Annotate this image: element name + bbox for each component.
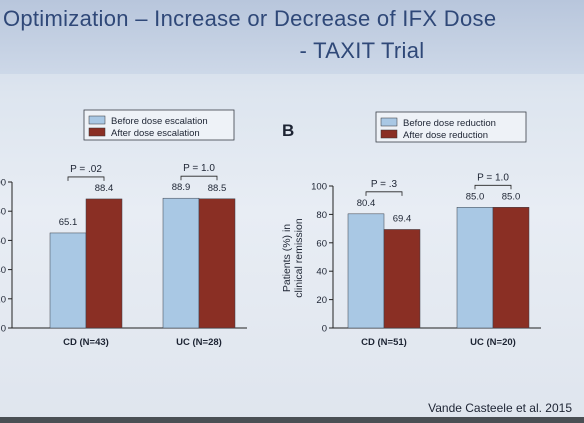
- slide-title-line2: - TAXIT Trial: [299, 38, 425, 63]
- chart2-y-tick-label-100: 100: [311, 182, 327, 193]
- chart1-bar-1-1: [49, 232, 87, 329]
- chart2-panel-label: B: [282, 121, 294, 140]
- chart1-p-value-1: P = .02: [70, 164, 102, 175]
- chart2-y-tick-label-80: 80: [316, 210, 327, 221]
- chart1-bar-2-1: [162, 197, 200, 329]
- chart2-p-value-1: P = .3: [371, 179, 398, 190]
- chart2-y-tick-label-40: 40: [316, 267, 327, 278]
- chart2-category-label-1: CD (N=51): [361, 337, 407, 348]
- chart1-y-tick-label-60: 60: [0, 236, 6, 247]
- chart1-legend-label-2: After dose escalation: [111, 128, 200, 139]
- chart1-category-label-1: CD (N=43): [63, 337, 109, 348]
- chart1-data-label-1-1: 65.1: [59, 217, 78, 228]
- chart2-y-label-line1: Patients (%) in: [281, 224, 293, 292]
- chart1-legend-swatch-2: [88, 127, 106, 137]
- chart2-legend-swatch-2: [380, 129, 398, 139]
- chart2-bar-2-1: [456, 207, 494, 329]
- chart2-y-tick-label-60: 60: [316, 238, 327, 249]
- chart2-data-label-1-2: 69.4: [393, 213, 412, 224]
- chart2-p-bracket-1: [365, 191, 403, 196]
- chart1-category-label-2: UC (N=28): [176, 337, 222, 348]
- chart2-p-bracket-2: [474, 184, 512, 190]
- chart1-legend-swatch-1: [88, 115, 106, 125]
- slide-title-line1: e Optimization – Increase or Decrease of…: [0, 6, 497, 31]
- chart2-legend-label-1: Before dose reduction: [403, 118, 496, 129]
- chart1-bar-1-2: [85, 198, 123, 329]
- chart1-y-tick-label-20: 20: [0, 294, 6, 305]
- chart2-bar-1-2: [383, 229, 421, 329]
- chart2-p-value-2: P = 1.0: [477, 172, 509, 183]
- chart2-y-tick-label-0: 0: [322, 324, 327, 335]
- chart1-data-label-1-2: 88.4: [95, 183, 114, 194]
- bottom-strip: [0, 417, 584, 423]
- chart1-data-label-2-1: 88.9: [172, 182, 191, 193]
- citation: Vande Casteele et al. 2015: [428, 401, 572, 415]
- chart2-data-label-1-1: 80.4: [357, 198, 376, 209]
- chart1-bar-2-2: [198, 198, 236, 329]
- chart2-legend-swatch-1: [380, 117, 398, 127]
- chart1-y-tick-label-80: 80: [0, 207, 6, 218]
- chart2-data-label-2-2: 85.0: [502, 191, 521, 202]
- chart1-p-bracket-1: [67, 176, 105, 181]
- chart1-data-label-2-2: 88.5: [208, 183, 227, 194]
- title-band: [0, 0, 584, 74]
- chart1-p-bracket-2: [180, 175, 218, 181]
- chart1-legend-box: [83, 109, 235, 141]
- chart2-category-label-2: UC (N=20): [470, 337, 516, 348]
- chart1-legend-label-1: Before dose escalation: [111, 116, 208, 127]
- chart2-bar-1-1: [347, 213, 385, 329]
- chart2-bar-2-2: [492, 207, 530, 329]
- chart2-y-tick-label-20: 20: [316, 295, 327, 306]
- chart2-legend-box: [375, 111, 527, 143]
- chart2-legend-label-2: After dose reduction: [403, 130, 488, 141]
- chart1-y-tick-label-100: 100: [0, 178, 6, 189]
- chart1-y-tick-label-40: 40: [0, 265, 6, 276]
- chart2-y-label-line2: clinical remission: [293, 218, 305, 298]
- chart2-data-label-2-1: 85.0: [466, 191, 485, 202]
- chart1-y-tick-label-0: 0: [1, 324, 6, 335]
- chart1-p-value-2: P = 1.0: [183, 163, 215, 174]
